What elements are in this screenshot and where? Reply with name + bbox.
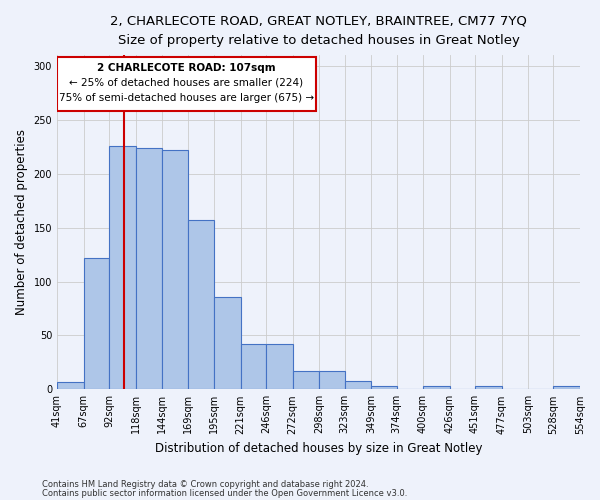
- Bar: [475, 386, 502, 390]
- Bar: [344, 380, 371, 390]
- Bar: [109, 146, 136, 390]
- Bar: [214, 296, 241, 390]
- Text: 2 CHARLECOTE ROAD: 107sqm: 2 CHARLECOTE ROAD: 107sqm: [97, 62, 276, 72]
- Bar: [553, 386, 580, 390]
- Y-axis label: Number of detached properties: Number of detached properties: [15, 129, 28, 315]
- Bar: [162, 150, 188, 390]
- Bar: [188, 220, 214, 390]
- FancyBboxPatch shape: [57, 58, 316, 111]
- Bar: [83, 258, 109, 390]
- Title: 2, CHARLECOTE ROAD, GREAT NOTLEY, BRAINTREE, CM77 7YQ
Size of property relative : 2, CHARLECOTE ROAD, GREAT NOTLEY, BRAINT…: [110, 15, 527, 47]
- Bar: [241, 344, 266, 390]
- Bar: [57, 382, 83, 390]
- Text: 75% of semi-detached houses are larger (675) →: 75% of semi-detached houses are larger (…: [59, 93, 314, 103]
- Bar: [266, 344, 293, 390]
- Text: Contains public sector information licensed under the Open Government Licence v3: Contains public sector information licen…: [42, 488, 407, 498]
- Bar: [136, 148, 162, 390]
- Text: ← 25% of detached houses are smaller (224): ← 25% of detached houses are smaller (22…: [70, 78, 304, 88]
- X-axis label: Distribution of detached houses by size in Great Notley: Distribution of detached houses by size …: [155, 442, 482, 455]
- Bar: [423, 386, 449, 390]
- Bar: [319, 371, 344, 390]
- Bar: [371, 386, 397, 390]
- Text: Contains HM Land Registry data © Crown copyright and database right 2024.: Contains HM Land Registry data © Crown c…: [42, 480, 368, 489]
- Bar: [293, 371, 319, 390]
